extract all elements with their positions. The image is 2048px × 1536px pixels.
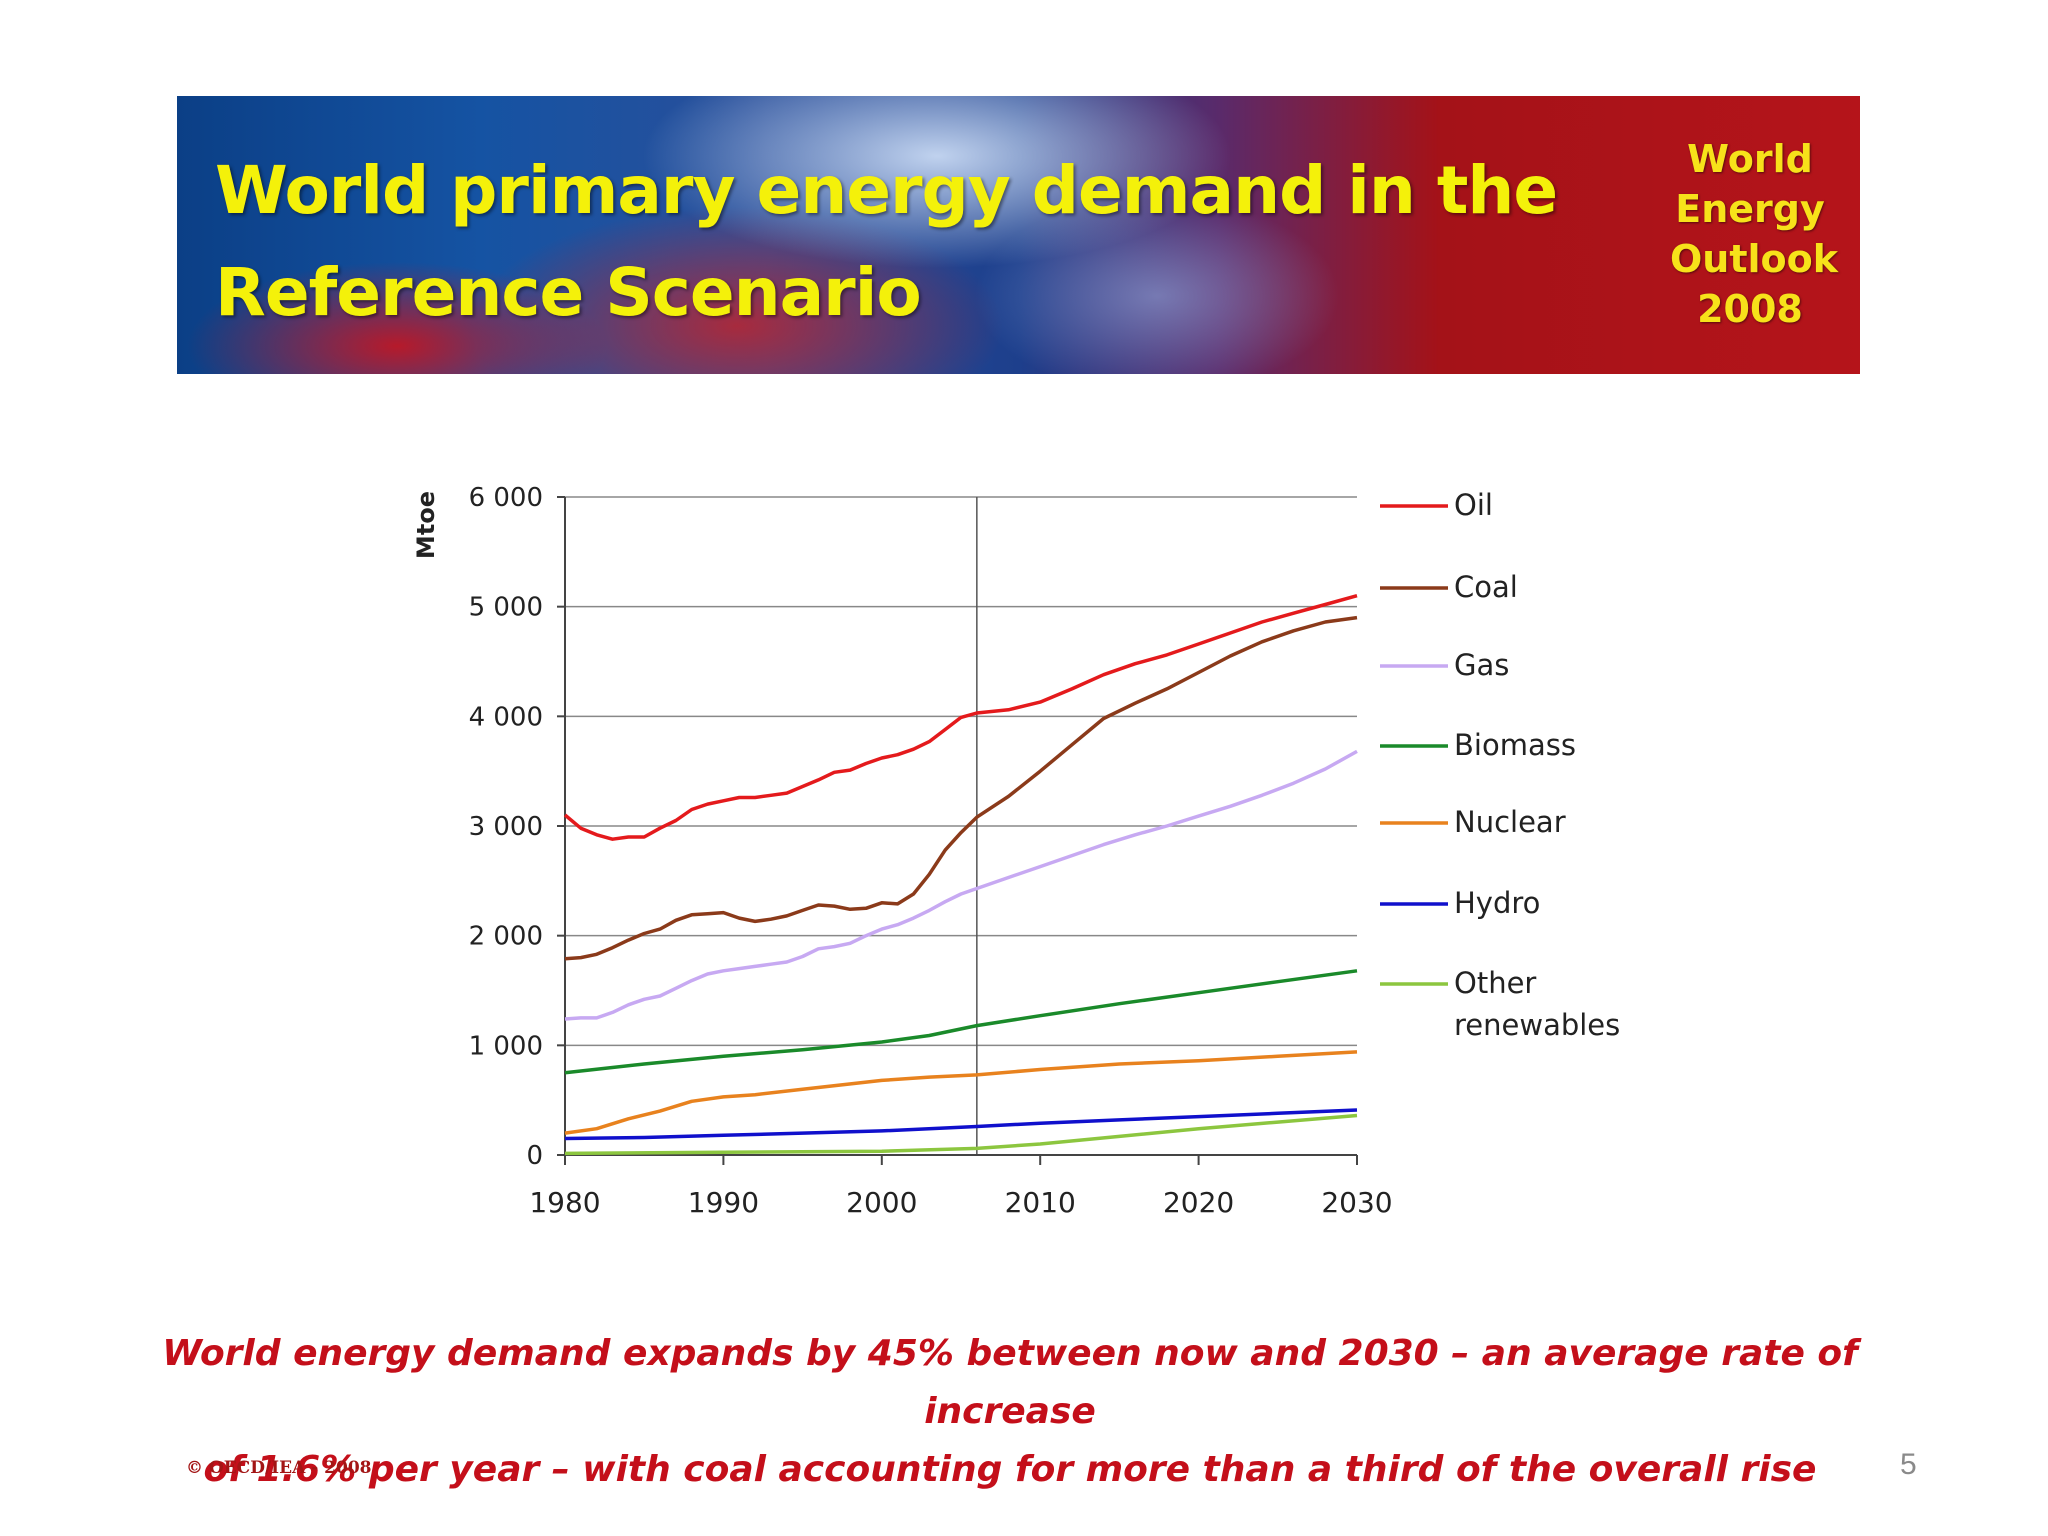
x-tick-label: 1990 — [688, 1186, 759, 1219]
caption-line-1: World energy demand expands by 45% betwe… — [162, 1333, 1858, 1432]
slide-title-line-2: Reference Scenario — [215, 254, 922, 331]
weo-logo: World Energy Outlook 2008 — [1670, 134, 1839, 334]
legend-label: Gas — [1454, 648, 1509, 682]
legend-label: Nuclear — [1454, 805, 1566, 839]
series-line-hydro — [564, 1108, 1358, 1141]
series-line-gas — [564, 749, 1358, 1021]
legend: Oil Coal Gas Biomass Nuclear Hydro Other renewa… — [1380, 488, 1620, 1042]
x-tick-label: 1980 — [529, 1186, 600, 1219]
weo-logo-line-3: Outlook — [1670, 237, 1839, 281]
copyright-notice: © OECD/IEA - 2008 — [186, 1458, 372, 1478]
legend-label: renewables — [1454, 1008, 1620, 1042]
y-tick-label: 0 — [526, 1141, 543, 1171]
legend-label: Oil — [1454, 488, 1493, 522]
x-tick-label: 2030 — [1321, 1186, 1392, 1219]
grid-lines — [565, 496, 1357, 1156]
y-tick-label: 6 000 — [469, 483, 543, 513]
legend-label: Hydro — [1454, 886, 1540, 920]
y-tick-label: 3 000 — [469, 812, 543, 842]
y-axis-label: Mtoe — [412, 491, 440, 559]
series-line-coal — [564, 615, 1358, 961]
axes: 0 1 000 2 000 3 000 4 000 5 000 6 000 1980 1990 2… — [469, 483, 1393, 1219]
caption-line-2: of 1.6% per year – with coal accounting … — [203, 1449, 1817, 1490]
slide-title: World primary energy demand in the Refer… — [215, 140, 1558, 344]
slide-title-line-1: World primary energy demand in the — [215, 152, 1558, 229]
legend-label: Coal — [1454, 570, 1518, 604]
weo-logo-line-4: 2008 — [1697, 287, 1803, 331]
series-line-oil — [563, 594, 1358, 841]
x-tick-label: 2010 — [1005, 1186, 1076, 1219]
series-line-other-renewables — [564, 1113, 1358, 1156]
series-line-biomass — [564, 969, 1358, 1075]
legend-label: Other — [1454, 966, 1536, 1000]
weo-logo-line-1: World — [1687, 137, 1813, 181]
x-tick-label: 2020 — [1163, 1186, 1234, 1219]
y-tick-label: 4 000 — [469, 702, 543, 732]
page-number: 5 — [1900, 1448, 1917, 1481]
series-line-nuclear — [564, 1050, 1358, 1135]
title-banner: World primary energy demand in the Refer… — [177, 96, 1860, 374]
legend-label: Biomass — [1454, 728, 1576, 762]
weo-logo-line-2: Energy — [1675, 187, 1825, 231]
caption: World energy demand expands by 45% betwe… — [160, 1325, 1860, 1499]
y-tick-label: 2 000 — [469, 922, 543, 952]
series-lines — [563, 594, 1358, 1156]
y-tick-label: 1 000 — [469, 1031, 543, 1061]
x-tick-label: 2000 — [846, 1186, 917, 1219]
y-tick-label: 5 000 — [469, 593, 543, 623]
